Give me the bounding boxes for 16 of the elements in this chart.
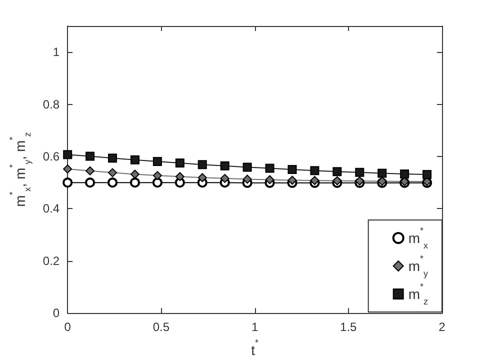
y-tick-label: 0.8 (42, 97, 60, 112)
y-tick-label: 0.6 (42, 150, 60, 164)
y-tick-label: 0 (52, 306, 60, 320)
x-tick-label: 2 (438, 320, 446, 334)
y-tick-label: 1 (52, 45, 60, 60)
y-tick-label: 0.4 (42, 202, 60, 216)
x-axis-title: t* (251, 338, 259, 358)
legend-label: m*z (408, 282, 428, 306)
x-tick-label: 0 (64, 320, 72, 334)
legend-label: m*y (408, 254, 428, 278)
text: m*x, m*y, m*z (8, 132, 32, 207)
legend-label: m*x (408, 226, 428, 250)
x-tick-label: 1 (251, 320, 258, 334)
x-tick-label: 1.5 (340, 320, 358, 334)
x-tick-label: 0.5 (152, 320, 170, 334)
y-tick-label: 0.2 (42, 254, 60, 268)
